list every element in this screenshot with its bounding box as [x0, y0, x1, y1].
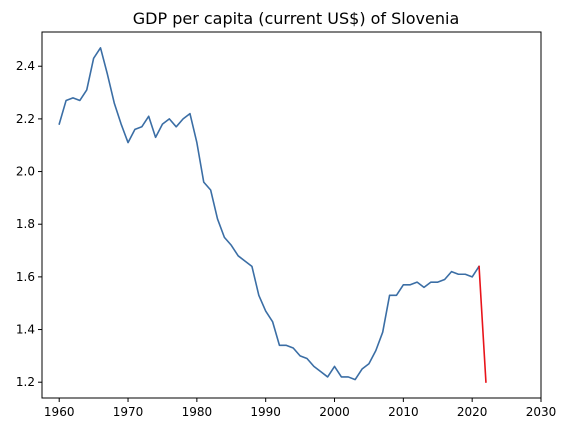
x-tick-label: 2020: [457, 405, 488, 419]
x-tick-label: 1980: [182, 405, 213, 419]
x-tick-label: 2030: [526, 405, 557, 419]
x-tick-label: 1970: [113, 405, 144, 419]
plot-frame: [41, 31, 542, 399]
x-tick-label: 1990: [250, 405, 281, 419]
x-tick-label: 2010: [388, 405, 419, 419]
y-tick-label: 2.0: [16, 165, 35, 179]
y-tick-label: 1.8: [16, 217, 35, 231]
y-tick-label: 2.4: [16, 59, 35, 73]
y-tick-label: 1.6: [16, 270, 35, 284]
y-tick-label: 1.4: [16, 323, 35, 337]
y-tick-label: 2.2: [16, 112, 35, 126]
x-axis: 1960 1970 1980 1990 2000 2010 2020 2030: [44, 398, 556, 419]
series-line-1: [58, 46, 480, 381]
x-tick-label: 1960: [44, 405, 75, 419]
chart-title: GDP per capita (current US$) of Slovenia: [133, 9, 460, 28]
y-axis: 1.2 1.4 1.6 1.8 2.0 2.2 2.4: [16, 59, 42, 389]
series-line-2: [478, 265, 487, 384]
y-tick-label: 1.2: [16, 375, 35, 389]
x-tick-label: 2000: [319, 405, 350, 419]
